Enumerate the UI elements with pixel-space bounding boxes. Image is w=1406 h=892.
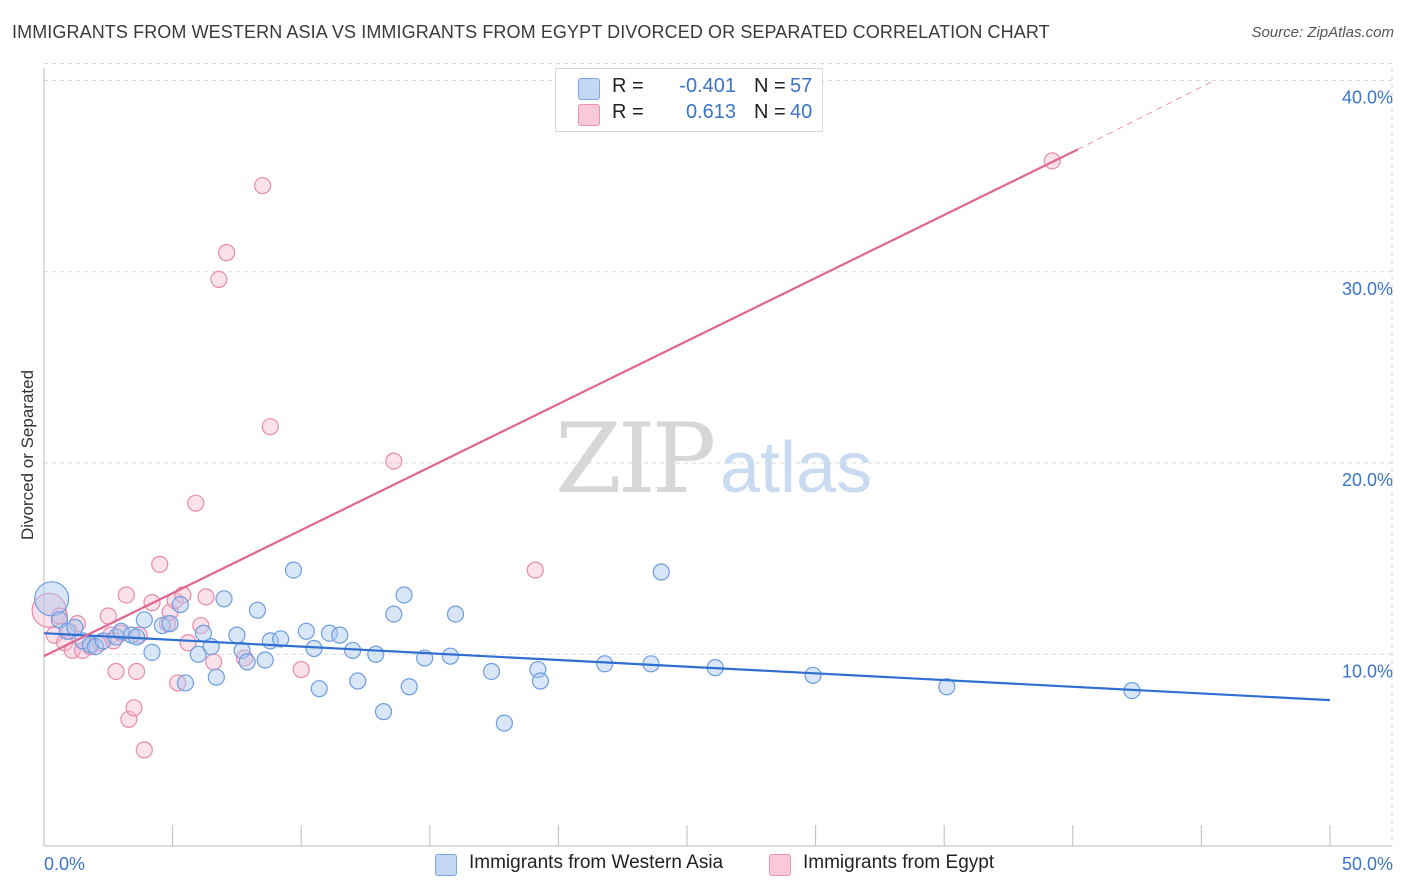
- r-label: R =: [612, 101, 644, 123]
- tick-labels: 10.0% 20.0% 30.0% 40.0% 0.0% 50.0%: [44, 88, 1393, 875]
- egypt-point: [254, 177, 272, 195]
- egypt-point: [261, 418, 279, 436]
- legend-swatch-pink: [578, 104, 600, 126]
- western-asia-point: [441, 647, 459, 665]
- egypt-point: [117, 586, 135, 604]
- egypt-point: [526, 561, 544, 579]
- n-value: 57: [790, 75, 813, 97]
- source-note: Source: ZipAtlas.com: [1251, 24, 1394, 41]
- legend-label: Immigrants from Egypt: [803, 852, 995, 873]
- watermark-atlas: atlas: [720, 428, 872, 508]
- x-tick-label: 50.0%: [1342, 854, 1393, 874]
- y-tick-label: 20.0%: [1342, 470, 1393, 490]
- legend-label: Immigrants from Western Asia: [469, 852, 724, 873]
- western-asia-point: [804, 666, 822, 684]
- western-asia-point: [349, 672, 367, 690]
- western-asia-point: [446, 605, 465, 623]
- n-label: N =: [754, 75, 786, 97]
- correlation-legend: R = -0.401 N = 57 R = 0.613 N = 40: [555, 68, 823, 132]
- egypt-points: [31, 152, 1061, 759]
- western-asia-point: [385, 605, 403, 623]
- western-asia-point: [228, 626, 246, 644]
- r-value: 0.613: [685, 101, 736, 123]
- legend-swatch-blue: [435, 854, 457, 876]
- western-asia-point: [135, 611, 153, 629]
- western-asia-point: [207, 668, 225, 686]
- egypt-point: [125, 699, 143, 717]
- western-asia-point: [256, 651, 274, 669]
- watermark-zip: ZIP: [555, 403, 714, 515]
- chart-title: IMMIGRANTS FROM WESTERN ASIA VS IMMIGRAN…: [12, 22, 1050, 42]
- western-asia-point: [400, 678, 418, 696]
- egypt-point: [179, 634, 197, 652]
- western-asia-point: [297, 622, 315, 640]
- n-label: N =: [754, 101, 786, 123]
- egypt-trend-line: [43, 148, 1079, 658]
- western-asia-point: [189, 645, 207, 663]
- western-asia-point: [143, 643, 161, 661]
- western-asia-point: [374, 703, 393, 721]
- legend-swatch-pink: [769, 854, 791, 876]
- western-asia-point: [482, 662, 501, 681]
- western-asia-point: [367, 645, 385, 663]
- trend-lines: [43, 80, 1331, 702]
- western-asia-point: [310, 680, 328, 698]
- grid-lines: [44, 63, 1393, 846]
- egypt-trend-extension: [1077, 80, 1215, 150]
- egypt-point: [218, 244, 236, 262]
- egypt-point: [187, 494, 205, 512]
- western-asia-point: [284, 561, 303, 579]
- western-asia-point: [112, 622, 130, 640]
- axes: [43, 68, 1392, 847]
- western-asia-point: [395, 586, 413, 604]
- western-asia-point: [331, 626, 349, 644]
- watermark: ZIP atlas: [555, 403, 872, 515]
- western-asia-point: [320, 624, 339, 642]
- egypt-point: [107, 662, 125, 681]
- egypt-point: [151, 555, 169, 573]
- n-value: 40: [790, 101, 813, 123]
- western-asia-point: [938, 678, 956, 696]
- egypt-point: [127, 662, 146, 681]
- egypt-point: [197, 588, 215, 606]
- egypt-point: [292, 660, 310, 679]
- western-asia-point: [161, 615, 179, 633]
- western-asia-point: [248, 601, 267, 619]
- western-asia-point: [495, 714, 513, 732]
- y-tick-label: 30.0%: [1342, 279, 1393, 299]
- western-asia-point: [215, 590, 233, 608]
- western-asia-trend-line: [43, 632, 1331, 702]
- r-value: -0.401: [679, 75, 736, 97]
- western-asia-point: [531, 672, 549, 690]
- western-asia-point: [596, 655, 614, 673]
- western-asia-point: [238, 653, 256, 671]
- western-asia-point: [171, 595, 189, 614]
- legend-swatch-blue: [578, 78, 600, 100]
- y-tick-label: 10.0%: [1342, 661, 1393, 681]
- egypt-point: [135, 741, 153, 759]
- western-asia-points: [34, 561, 1141, 732]
- series-legend: Immigrants from Western Asia Immigrants …: [0, 852, 1406, 878]
- x-tick-label: 0.0%: [44, 854, 85, 874]
- y-tick-label: 40.0%: [1342, 88, 1393, 108]
- egypt-point: [205, 653, 223, 671]
- western-asia-point: [34, 581, 70, 617]
- western-asia-point: [272, 630, 290, 648]
- egypt-point: [385, 452, 403, 470]
- r-label: R =: [612, 75, 644, 97]
- western-asia-point: [176, 674, 195, 692]
- egypt-point: [31, 592, 67, 628]
- egypt-point: [210, 270, 228, 288]
- western-asia-point: [652, 563, 670, 581]
